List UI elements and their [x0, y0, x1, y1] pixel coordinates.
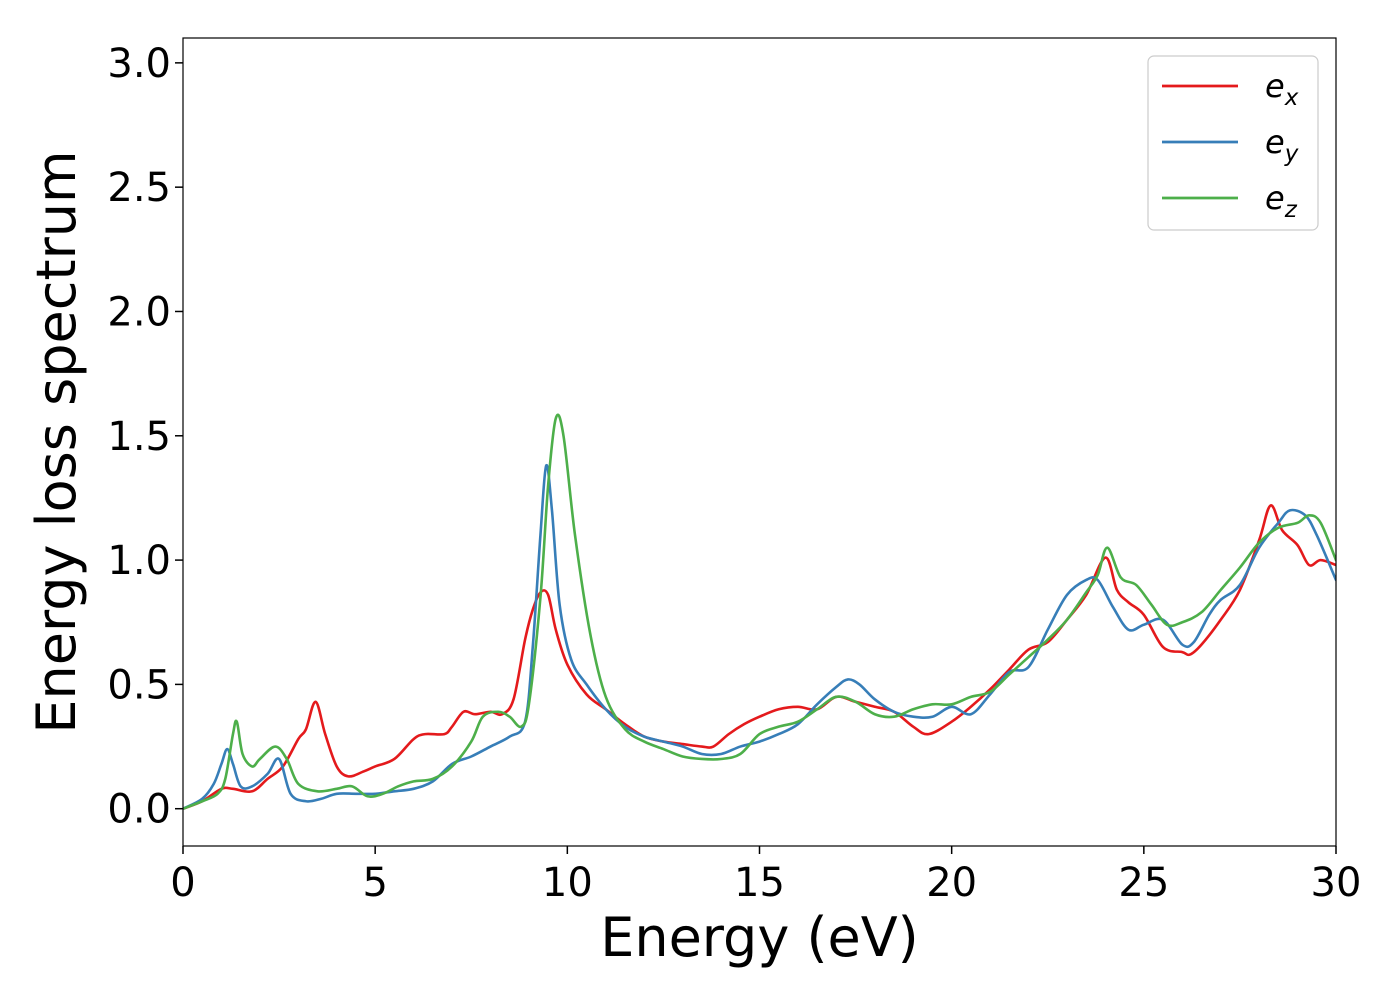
y-tick-label: 0.5	[107, 662, 171, 708]
y-tick-label: 3.0	[107, 41, 171, 87]
x-tick-label: 0	[170, 860, 195, 906]
series-line-y	[183, 464, 1336, 811]
series-line-z	[183, 413, 1336, 811]
y-tick-label: 2.5	[107, 165, 171, 211]
x-tick-label: 30	[1311, 860, 1362, 906]
y-tick-label: 1.0	[107, 538, 171, 584]
y-axis: 0.0 0.5 1.0 1.5 2.0 2.5 3.0	[107, 41, 183, 833]
x-tick-label: 20	[926, 860, 977, 906]
x-tick-label: 5	[362, 860, 387, 906]
legend: ex ey ez	[1147, 55, 1319, 231]
legend-label-x: ex	[1265, 67, 1299, 111]
y-tick-label: 2.0	[107, 289, 171, 335]
y-axis-label: Energy loss spectrum	[25, 150, 88, 733]
legend-label-y: ey	[1265, 123, 1299, 167]
y-tick-label: 1.5	[107, 414, 171, 460]
x-axis-label: Energy (eV)	[600, 906, 919, 969]
legend-label-z: ez	[1265, 179, 1298, 223]
x-tick-label: 15	[734, 860, 785, 906]
x-tick-label: 10	[542, 860, 593, 906]
series-layer	[183, 413, 1336, 811]
x-tick-label: 25	[1118, 860, 1169, 906]
x-axis: 0 5 10 15 20 25 30	[170, 846, 1361, 906]
y-tick-label: 0.0	[107, 787, 171, 833]
series-line-x	[183, 504, 1336, 811]
